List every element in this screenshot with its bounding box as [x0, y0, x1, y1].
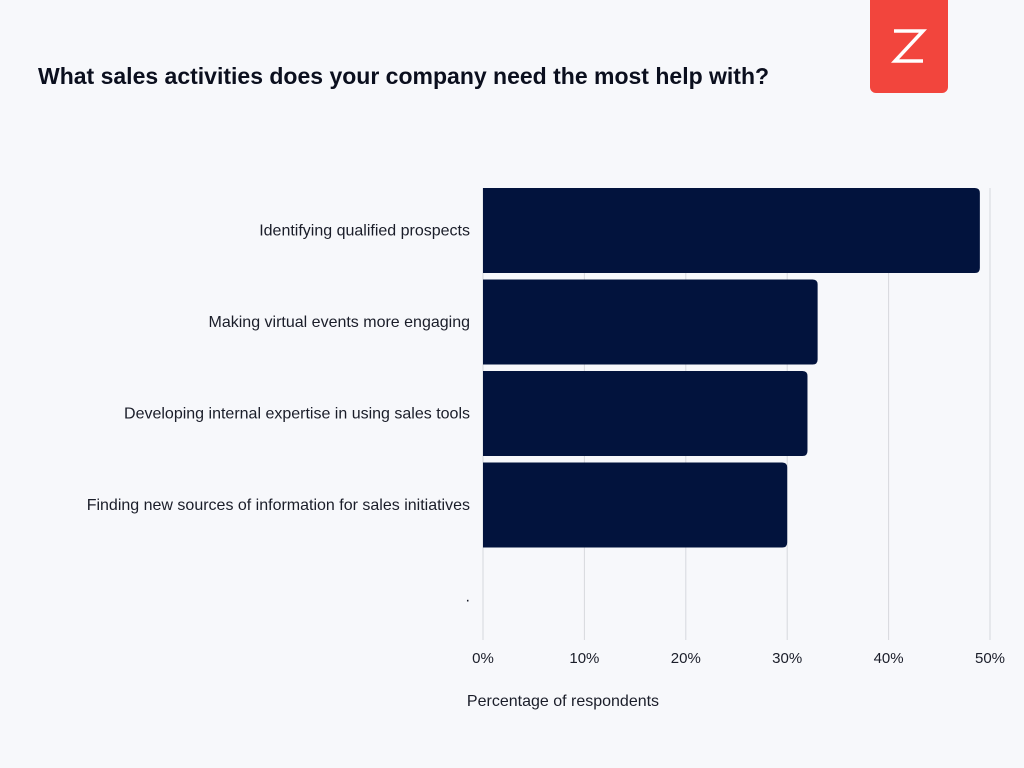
bar — [483, 371, 808, 456]
category-label: . — [466, 589, 470, 606]
zendesk-logo-icon — [870, 0, 948, 93]
category-label: Finding new sources of information for s… — [87, 497, 470, 514]
bar — [483, 279, 818, 365]
category-label: Making virtual events more engaging — [209, 314, 470, 331]
x-tick-label: 20% — [671, 650, 701, 667]
x-tick-label: 50% — [975, 650, 1005, 667]
x-tick-label: 30% — [772, 650, 802, 667]
x-tick-label: 10% — [569, 650, 599, 667]
category-labels: Identifying qualified prospects Making vi… — [87, 223, 470, 606]
category-label: Developing internal expertise in using s… — [124, 406, 470, 423]
bar — [483, 188, 980, 273]
x-tick-labels: 0% 10% 20% 30% 40% 50% — [472, 650, 1005, 667]
bar — [483, 462, 788, 548]
x-axis-label: Percentage of respondents — [467, 693, 659, 710]
chart-title: What sales activities does your company … — [38, 63, 770, 89]
x-tick-label: 0% — [472, 650, 494, 667]
category-label: Identifying qualified prospects — [259, 223, 470, 240]
bars — [483, 188, 980, 548]
x-tick-label: 40% — [874, 650, 904, 667]
